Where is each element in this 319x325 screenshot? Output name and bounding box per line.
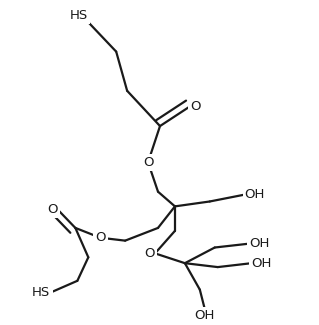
Text: O: O: [95, 231, 106, 244]
Text: O: O: [145, 247, 155, 260]
Text: HS: HS: [32, 286, 50, 299]
Text: O: O: [143, 156, 153, 169]
Text: OH: OH: [195, 309, 215, 322]
Text: HS: HS: [70, 9, 88, 22]
Text: OH: OH: [252, 257, 272, 270]
Text: OH: OH: [245, 188, 265, 201]
Text: OH: OH: [249, 237, 270, 250]
Text: O: O: [190, 100, 200, 113]
Text: O: O: [47, 203, 57, 216]
